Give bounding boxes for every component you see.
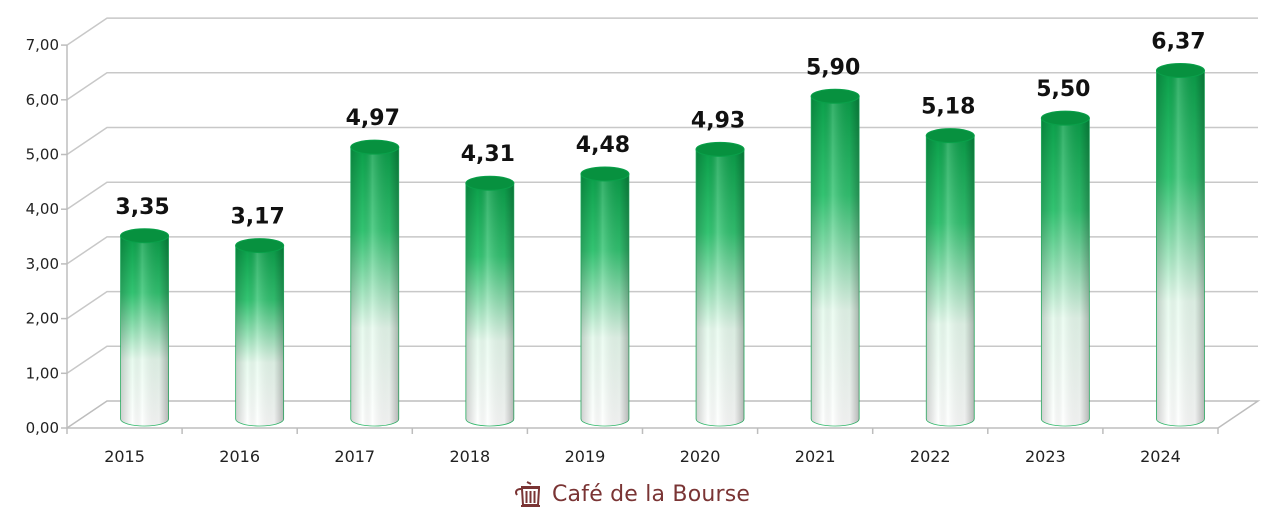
x-tick-label: 2021 <box>795 447 836 466</box>
y-tick-label: 0,00 <box>26 419 59 437</box>
bar-2023: 5,50 <box>1036 77 1090 427</box>
y-tick-label: 5,00 <box>26 146 59 164</box>
y-axis: 0,00 1,00 2,00 3,00 4,00 5,00 6,00 7,00 <box>26 36 68 437</box>
coffee-pot-icon <box>515 481 540 507</box>
x-tick-label: 2019 <box>565 447 606 466</box>
bar-2024: 6,37 <box>1151 30 1206 427</box>
gridline <box>66 17 1258 46</box>
bar-2018: 4,31 <box>461 142 515 427</box>
x-tick-label: 2016 <box>219 447 260 466</box>
x-tick-label: 2023 <box>1025 447 1066 466</box>
bar-2020: 4,93 <box>691 108 745 427</box>
y-tick-label: 6,00 <box>26 91 59 109</box>
value-label: 3,35 <box>115 195 169 220</box>
x-tick-label: 2017 <box>334 447 375 466</box>
gridlines <box>66 17 1261 429</box>
x-tick-label: 2024 <box>1140 447 1181 466</box>
y-tick-label: 1,00 <box>26 364 59 382</box>
bar-2015: 3,35 <box>115 195 170 427</box>
x-tick-label: 2020 <box>680 447 721 466</box>
x-tick-label: 2022 <box>910 447 951 466</box>
gridline <box>66 181 1258 210</box>
bar-2021: 5,90 <box>806 55 860 427</box>
value-label: 3,17 <box>231 205 285 230</box>
value-label: 5,90 <box>806 55 860 80</box>
value-label: 4,31 <box>461 142 515 167</box>
gridline <box>66 236 1258 265</box>
y-tick-label: 4,00 <box>26 200 59 218</box>
logo-text: Café de la Bourse <box>552 481 751 507</box>
bar-2017: 4,97 <box>346 106 400 427</box>
bar-2016: 3,17 <box>231 205 285 427</box>
y-tick-label: 3,00 <box>26 255 59 273</box>
gridline <box>66 72 1258 101</box>
value-label: 5,50 <box>1036 77 1090 102</box>
x-tick-label: 2018 <box>449 447 490 466</box>
bar-2022: 5,18 <box>921 95 975 427</box>
gridline <box>66 290 1258 320</box>
x-tick-label: 2015 <box>104 447 145 466</box>
y-tick-label: 2,00 <box>26 310 59 328</box>
bars: 3,35 3,17 4,97 4,31 4,48 4,93 5,90 5,18 5,50 6,37 <box>115 30 1206 427</box>
value-label: 4,48 <box>576 133 630 158</box>
value-label: 5,18 <box>921 95 975 120</box>
value-label: 4,93 <box>691 108 745 133</box>
y-tick-label: 7,00 <box>26 36 59 54</box>
gridline <box>66 126 1258 156</box>
value-label: 4,97 <box>346 106 400 131</box>
brand-logo: Café de la Bourse <box>514 478 750 510</box>
bar-2019: 4,48 <box>576 133 630 427</box>
x-axis: 2015 2016 2017 2018 2019 2020 2021 2022 2023 2024 <box>66 427 1219 466</box>
gridline <box>66 345 1258 374</box>
value-label: 6,37 <box>1151 30 1205 55</box>
